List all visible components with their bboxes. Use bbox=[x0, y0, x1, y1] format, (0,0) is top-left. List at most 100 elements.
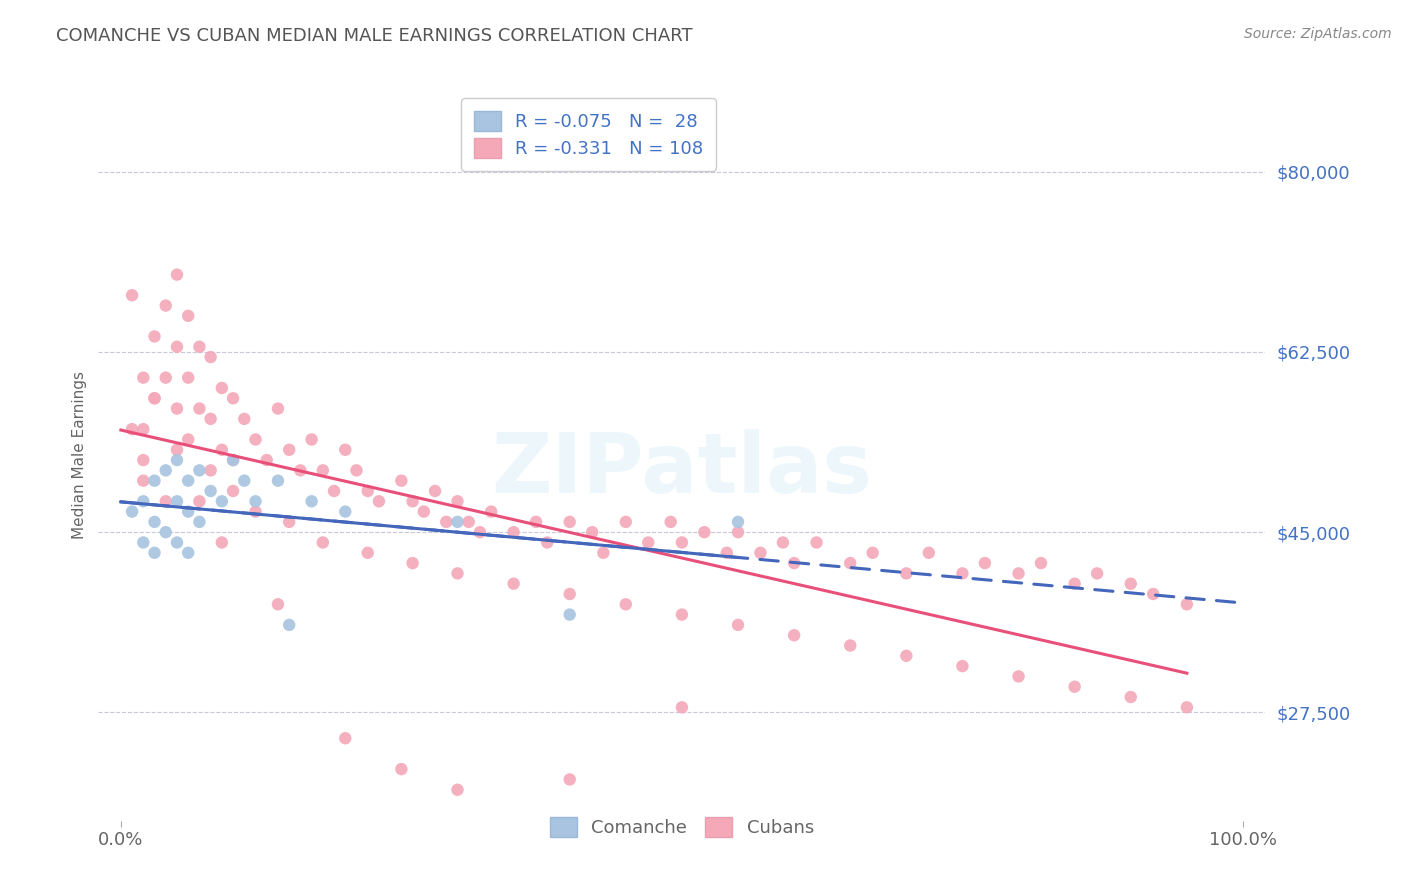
Point bbox=[335, 505, 357, 519]
Point bbox=[267, 474, 290, 488]
Point bbox=[446, 566, 468, 581]
Point bbox=[614, 515, 637, 529]
Point bbox=[233, 412, 256, 426]
Y-axis label: Median Male Earnings: Median Male Earnings bbox=[72, 371, 87, 539]
Point bbox=[357, 546, 380, 560]
Point bbox=[727, 525, 749, 540]
Point bbox=[177, 370, 200, 384]
Point bbox=[558, 587, 581, 601]
Point bbox=[177, 309, 200, 323]
Point bbox=[401, 494, 423, 508]
Point bbox=[211, 381, 233, 395]
Point bbox=[671, 700, 693, 714]
Point bbox=[278, 442, 301, 457]
Point bbox=[132, 370, 155, 384]
Point bbox=[862, 546, 884, 560]
Point bbox=[143, 391, 166, 405]
Point bbox=[132, 474, 155, 488]
Point bbox=[222, 391, 245, 405]
Point bbox=[267, 401, 290, 416]
Point bbox=[200, 412, 222, 426]
Point bbox=[368, 494, 391, 508]
Point bbox=[637, 535, 659, 549]
Point bbox=[222, 453, 245, 467]
Point bbox=[1007, 669, 1029, 683]
Point bbox=[155, 299, 177, 313]
Text: ZIPatlas: ZIPatlas bbox=[492, 429, 872, 510]
Point bbox=[166, 442, 188, 457]
Point bbox=[188, 463, 211, 477]
Point bbox=[806, 535, 828, 549]
Point bbox=[357, 483, 380, 498]
Point bbox=[222, 483, 245, 498]
Point bbox=[222, 453, 245, 467]
Point bbox=[267, 597, 290, 611]
Point bbox=[166, 401, 188, 416]
Point bbox=[211, 535, 233, 549]
Text: Source: ZipAtlas.com: Source: ZipAtlas.com bbox=[1244, 27, 1392, 41]
Point bbox=[446, 515, 468, 529]
Point bbox=[278, 515, 301, 529]
Point bbox=[1007, 566, 1029, 581]
Point bbox=[177, 546, 200, 560]
Point bbox=[132, 535, 155, 549]
Point bbox=[211, 494, 233, 508]
Point bbox=[166, 494, 188, 508]
Point bbox=[278, 618, 301, 632]
Point bbox=[536, 535, 558, 549]
Point bbox=[783, 556, 806, 570]
Point bbox=[143, 546, 166, 560]
Point bbox=[211, 442, 233, 457]
Point bbox=[143, 515, 166, 529]
Point bbox=[952, 659, 974, 673]
Point bbox=[401, 556, 423, 570]
Point bbox=[335, 442, 357, 457]
Point bbox=[245, 505, 267, 519]
Legend: Comanche, Cubans: Comanche, Cubans bbox=[538, 806, 825, 848]
Point bbox=[558, 772, 581, 787]
Point bbox=[312, 535, 335, 549]
Point bbox=[727, 515, 749, 529]
Point bbox=[132, 453, 155, 467]
Point bbox=[1119, 690, 1142, 704]
Point bbox=[155, 370, 177, 384]
Point bbox=[1175, 597, 1198, 611]
Point bbox=[312, 463, 335, 477]
Point bbox=[1119, 576, 1142, 591]
Point bbox=[457, 515, 479, 529]
Point bbox=[121, 422, 143, 436]
Point bbox=[323, 483, 346, 498]
Point bbox=[412, 505, 434, 519]
Point bbox=[918, 546, 941, 560]
Point bbox=[166, 340, 188, 354]
Point bbox=[121, 288, 143, 302]
Point bbox=[479, 505, 502, 519]
Point bbox=[1063, 680, 1085, 694]
Point bbox=[290, 463, 312, 477]
Point bbox=[973, 556, 995, 570]
Point bbox=[693, 525, 716, 540]
Point bbox=[188, 340, 211, 354]
Point bbox=[177, 433, 200, 447]
Point bbox=[502, 576, 524, 591]
Point bbox=[132, 422, 155, 436]
Point bbox=[143, 474, 166, 488]
Point bbox=[468, 525, 491, 540]
Point bbox=[1085, 566, 1108, 581]
Point bbox=[245, 494, 267, 508]
Point bbox=[727, 618, 749, 632]
Point bbox=[233, 474, 256, 488]
Point bbox=[558, 607, 581, 622]
Point bbox=[143, 391, 166, 405]
Point bbox=[132, 494, 155, 508]
Point bbox=[200, 350, 222, 364]
Point bbox=[389, 474, 412, 488]
Point bbox=[245, 433, 267, 447]
Point bbox=[200, 483, 222, 498]
Point bbox=[155, 525, 177, 540]
Point bbox=[614, 597, 637, 611]
Point bbox=[143, 329, 166, 343]
Point bbox=[783, 628, 806, 642]
Point bbox=[256, 453, 278, 467]
Point bbox=[1063, 576, 1085, 591]
